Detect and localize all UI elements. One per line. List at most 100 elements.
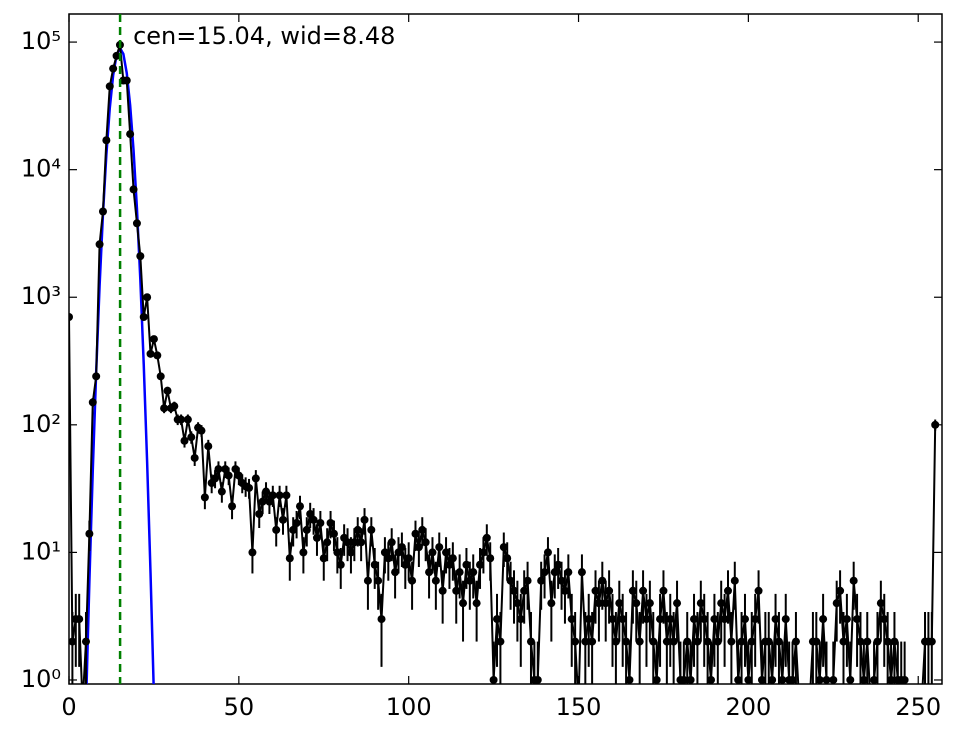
data-point [513,599,522,608]
data-point [319,554,328,563]
data-point [306,509,315,518]
data-point [374,576,383,585]
data-point [771,615,780,624]
data-point [143,293,152,302]
data-point [75,615,84,624]
data-point [69,313,73,322]
annotation: cen=15.04, wid=8.48 [133,22,395,50]
data-point [177,415,186,424]
data-point [482,533,491,542]
data-point [727,637,736,646]
data-point [686,675,695,684]
data-point [656,615,665,624]
data-point [829,675,838,684]
data-point [234,471,243,480]
data-point [211,474,220,483]
data-point [397,543,406,552]
x-tick-label: 50 [224,693,255,721]
data-point [370,560,379,569]
data-line [69,44,937,684]
data-point [788,675,797,684]
data-point [642,615,651,624]
data-point [778,675,787,684]
data-point [737,637,746,646]
data-point [425,568,434,577]
data-point [662,637,671,646]
data-point [571,637,580,646]
data-point [132,219,141,228]
data-point [251,474,260,483]
x-tick-label: 100 [386,693,432,721]
data-point [564,568,573,577]
data-point [730,576,739,585]
data-point [584,615,593,624]
data-point [717,599,726,608]
data-point [367,525,376,534]
data-point [122,76,131,85]
data-point [380,548,389,557]
data-point [560,586,569,595]
data-point [170,402,179,411]
data-point [649,637,658,646]
data-point [323,538,332,547]
data-point [537,576,546,585]
data-point [666,615,675,624]
data-point [815,675,824,684]
data-point [588,637,597,646]
plot-area [69,14,940,684]
data-point [863,637,872,646]
data-point [149,335,158,344]
data-point [812,637,821,646]
data-point [870,675,879,684]
data-point [659,586,668,595]
data-point [683,637,692,646]
data-point [883,637,892,646]
data-point [465,576,474,585]
data-point [180,436,189,445]
data-point [690,615,699,624]
data-point [723,586,732,595]
data-point [452,586,461,595]
data-point [445,560,454,569]
data-point [262,487,271,496]
data-point [615,599,624,608]
data-point [679,675,688,684]
data-point [190,453,199,462]
data-point [448,554,457,563]
data-point [639,586,648,595]
data-point [887,675,896,684]
data-point [822,675,831,684]
data-point [853,615,862,624]
data-point [299,548,308,557]
data-point [700,615,709,624]
data-point [900,675,909,684]
data-point [336,560,345,569]
data-point [333,548,342,557]
data-point [126,130,135,139]
data-point [707,675,716,684]
data-point [360,515,369,524]
data-point [791,637,800,646]
data-point [265,497,274,506]
data-point [245,483,254,492]
data-point [503,554,512,563]
data-point [605,586,614,595]
data-point [139,313,148,322]
data-point [105,82,114,91]
data-point [411,529,420,538]
data-point [95,240,104,249]
data-point [153,351,162,360]
data-point [228,502,237,511]
x-tick-label: 200 [725,693,771,721]
data-point [832,599,841,608]
data-point [146,349,155,358]
data-point [720,615,729,624]
data-point [109,64,118,73]
data-point [459,599,468,608]
data-point [197,426,206,435]
data-point [618,615,627,624]
data-point [343,538,352,547]
data-point [309,515,318,524]
data-point [554,560,563,569]
data-point [431,576,440,585]
